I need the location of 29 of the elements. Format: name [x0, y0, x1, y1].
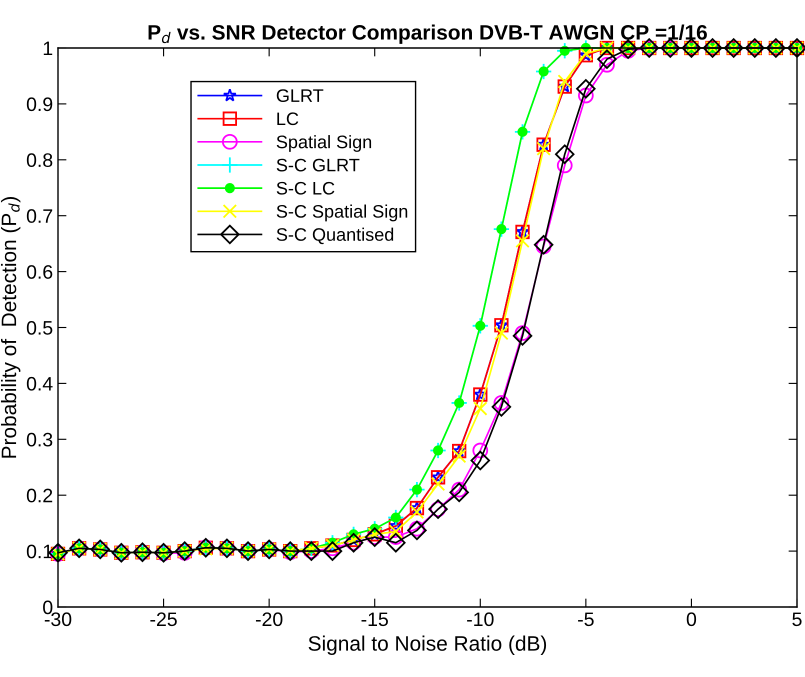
y-axis-title: Probability of Detection (P$_{d}$): [0, 197, 20, 458]
y-tick-label: 0.9: [26, 97, 52, 112]
x-tick-label: -15: [362, 612, 388, 626]
x-tick-label: -30: [44, 612, 72, 626]
y-tick-label: 0: [43, 600, 52, 614]
x-tick-label: 5: [792, 612, 802, 626]
x-tick-label: -5: [578, 612, 594, 626]
x-tick-label: -20: [256, 612, 282, 626]
y-tick-label: 0.3: [26, 432, 52, 447]
y-tick-label: 0.6: [26, 265, 52, 279]
legend-label: Spatial Sign: [276, 135, 372, 152]
y-tick-label: 0.8: [26, 153, 52, 168]
x-tick-label: -10: [467, 612, 494, 626]
y-tick-label: 0.5: [26, 320, 52, 335]
y-tick-label: 0.1: [26, 544, 52, 558]
y-tick-label: 0.2: [26, 488, 52, 502]
y-tick-label: 1: [44, 42, 52, 56]
x-axis-title: Signal to Noise Ratio (dB): [308, 636, 546, 655]
x-tick-label: -25: [150, 612, 177, 626]
legend-label: S-C Spatial Sign: [276, 204, 408, 222]
y-tick-label: 0.4: [26, 376, 53, 391]
chart-title: P$_{d}$ vs. SNR Detector Comparison DVB-T AWGN CP =1/16: [148, 24, 707, 44]
x-tick-label: 0: [686, 612, 696, 626]
y-tick-label: 0.7: [26, 209, 52, 223]
legend-label: LC: [277, 112, 298, 126]
legend-label: GLRT: [276, 89, 324, 102]
legend-label: S-C Quantised: [276, 228, 394, 244]
legend-label: S-C LC: [276, 182, 334, 195]
legend-label: S-C GLRT: [276, 158, 360, 172]
